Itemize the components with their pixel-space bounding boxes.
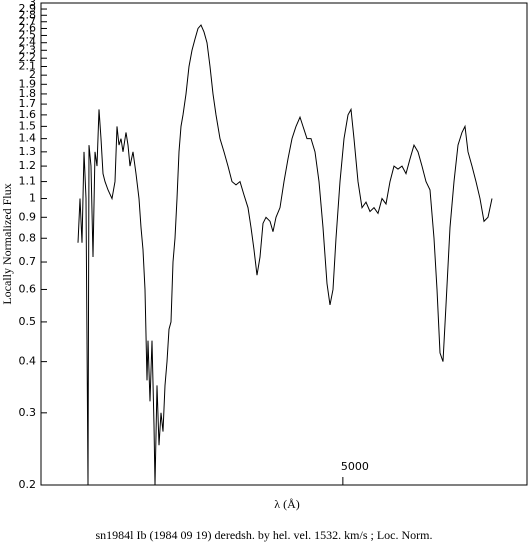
y-tick-label: 2.1 (19, 59, 37, 72)
y-tick-label: 0.2 (19, 478, 37, 491)
y-tick-label: 1.7 (19, 97, 37, 110)
y-tick-label: 2.3 (19, 43, 37, 56)
y-tick-label: 1.8 (19, 87, 37, 100)
y-tick-label: 1.3 (19, 145, 37, 158)
y-tick-label: 1 (29, 192, 36, 205)
y-tick-label: 2.8 (19, 8, 37, 21)
y-tick-label: 2.9 (19, 2, 37, 15)
y-tick-label: 2.5 (19, 28, 37, 41)
y-tick-label: 0.3 (19, 406, 37, 419)
y-tick-label: 1.5 (19, 119, 37, 132)
y-tick-label: 2.7 (19, 15, 37, 28)
y-tick-label: 1.1 (19, 175, 37, 188)
plot-frame (40, 2, 528, 486)
y-tick-label: 0.6 (19, 282, 37, 295)
x-tick-label: 5000 (341, 460, 369, 473)
y-axis-label: Locally Normalized Flux (0, 183, 14, 304)
spectrum-line (77, 24, 493, 486)
y-tick-label: 2 (29, 68, 36, 81)
y-tick-label: 0.9 (19, 210, 37, 223)
y-tick-label: 2.4 (19, 36, 37, 49)
x-axis-label: λ (Å) (274, 497, 299, 511)
y-tick-label: 1.9 (19, 77, 37, 90)
y-tick-label: 1.6 (19, 108, 37, 121)
y-tick-label: 2.6 (19, 21, 37, 34)
caption: sn1984l Ib (1984 09 19) deredsh. by hel.… (96, 528, 433, 542)
y-tick-label: 0.8 (19, 231, 37, 244)
y-tick-label: 3 (29, 0, 36, 9)
y-tick-label: 1.2 (19, 159, 37, 172)
y-tick-label: 0.4 (19, 355, 37, 368)
y-tick-label: 0.5 (19, 315, 37, 328)
y-tick-label: 1.4 (19, 132, 37, 145)
y-tick-label: 2.2 (19, 51, 37, 64)
y-tick-label: 0.7 (19, 255, 37, 268)
